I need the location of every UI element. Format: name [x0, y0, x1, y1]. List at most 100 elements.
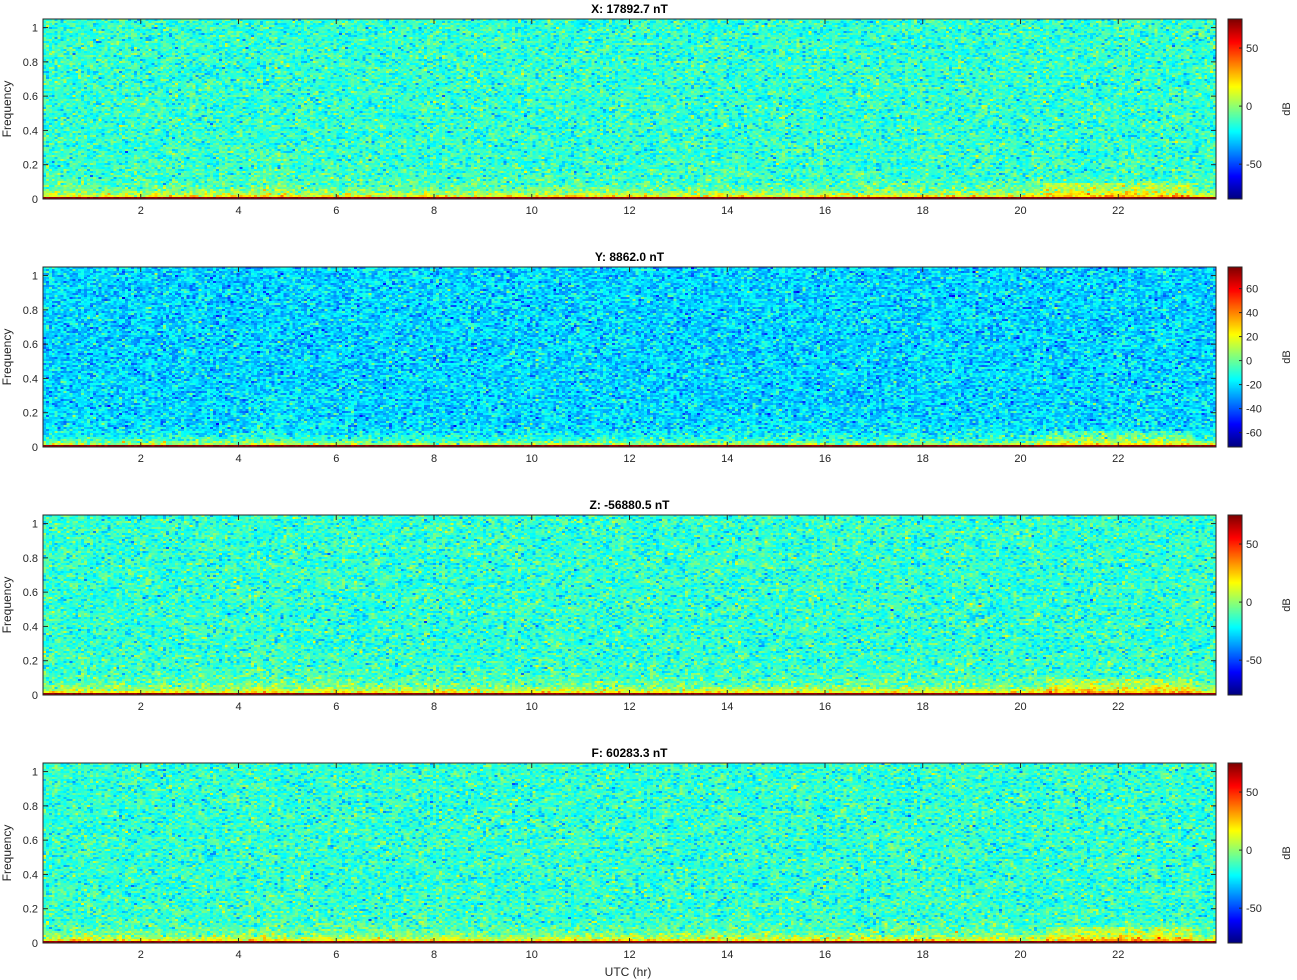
- x-tick-label: 4: [235, 453, 241, 465]
- x-tick-label: 8: [431, 205, 437, 217]
- y-tick-label: 1: [32, 519, 38, 531]
- colorbar-tick-label: -60: [1246, 428, 1262, 440]
- y-tick-label: 0.2: [23, 904, 38, 916]
- colorbar-label: dB: [1281, 598, 1293, 611]
- y-axis-label: Frequency: [0, 329, 14, 386]
- colorbar: [1228, 19, 1242, 199]
- y-axis-label: Frequency: [0, 577, 14, 634]
- y-tick-label: 0.6: [23, 91, 38, 103]
- y-tick-label: 0.4: [23, 869, 38, 881]
- colorbar-tick-label: 0: [1246, 845, 1252, 857]
- spectrogram-heatmap: [43, 515, 1216, 695]
- x-tick-label: 10: [526, 701, 538, 713]
- x-tick-label: 20: [1014, 453, 1026, 465]
- y-tick-label: 0.6: [23, 835, 38, 847]
- x-tick-label: 16: [819, 701, 831, 713]
- x-tick-label: 14: [721, 453, 733, 465]
- panel-title: F: 60283.3 nT: [591, 746, 668, 760]
- spectrogram-heatmap: [43, 267, 1216, 447]
- x-tick-label: 10: [526, 453, 538, 465]
- colorbar-label: dB: [1281, 350, 1293, 363]
- colorbar-tick-label: -40: [1246, 404, 1262, 416]
- colorbar-tick-label: 20: [1246, 332, 1258, 344]
- y-axis-label: Frequency: [0, 825, 14, 882]
- x-tick-label: 14: [721, 949, 733, 961]
- colorbar-tick-label: 50: [1246, 787, 1258, 799]
- colorbar-box: [1227, 762, 1243, 944]
- y-tick-label: 0.4: [23, 373, 38, 385]
- x-tick-label: 16: [819, 949, 831, 961]
- x-tick-label: 4: [235, 949, 241, 961]
- x-tick-label: 2: [138, 205, 144, 217]
- colorbar-tick-label: 50: [1246, 539, 1258, 551]
- colorbar-tick-label: -50: [1246, 655, 1262, 667]
- x-tick-label: 16: [819, 453, 831, 465]
- colorbar-tick-label: 50: [1246, 43, 1258, 55]
- colorbar-tick-label: 60: [1246, 284, 1258, 296]
- x-tick-label: 2: [138, 701, 144, 713]
- colorbar-tick-label: -20: [1246, 380, 1262, 392]
- x-tick-label: 10: [526, 949, 538, 961]
- y-tick-label: 1: [32, 767, 38, 779]
- panel-title: X: 17892.7 nT: [591, 2, 668, 16]
- x-tick-label: 6: [333, 949, 339, 961]
- x-tick-label: 14: [721, 205, 733, 217]
- y-tick-label: 0: [32, 938, 38, 950]
- x-tick-label: 6: [333, 453, 339, 465]
- y-tick-label: 0.8: [23, 553, 38, 565]
- x-tick-label: 8: [431, 701, 437, 713]
- x-tick-label: 4: [235, 701, 241, 713]
- x-tick-label: 18: [917, 701, 929, 713]
- colorbar-tick-label: 40: [1246, 308, 1258, 320]
- y-tick-label: 0: [32, 442, 38, 454]
- y-tick-label: 0.6: [23, 587, 38, 599]
- colorbar-tick-label: 0: [1246, 597, 1252, 609]
- y-tick-label: 0.4: [23, 125, 38, 137]
- spectrogram-heatmap: [43, 763, 1216, 943]
- x-tick-label: 6: [333, 205, 339, 217]
- x-tick-label: 12: [623, 453, 635, 465]
- x-tick-label: 14: [721, 701, 733, 713]
- x-tick-label: 16: [819, 205, 831, 217]
- colorbar-box: [1227, 514, 1243, 696]
- y-tick-label: 0: [32, 690, 38, 702]
- x-tick-label: 20: [1014, 701, 1026, 713]
- x-axis-label: UTC (hr): [605, 965, 652, 979]
- x-tick-label: 12: [623, 701, 635, 713]
- panel-title: Y: 8862.0 nT: [595, 250, 665, 264]
- x-tick-label: 18: [917, 453, 929, 465]
- y-axis-label: Frequency: [0, 81, 14, 138]
- spectrogram-panel: Z: -56880.5 nT2 4 6 8 10 12 14 16 18 20 2200.20.40…: [0, 498, 1293, 713]
- x-tick-label: 6: [333, 701, 339, 713]
- x-tick-label: 22: [1112, 205, 1124, 217]
- y-tick-label: 0.2: [23, 408, 38, 420]
- y-tick-label: 1: [32, 23, 38, 35]
- x-tick-label: 20: [1014, 949, 1026, 961]
- x-tick-label: 10: [526, 205, 538, 217]
- colorbar-tick-label: -50: [1246, 159, 1262, 171]
- colorbar: [1228, 515, 1242, 695]
- y-tick-label: 0.8: [23, 305, 38, 317]
- colorbar-tick-label: 0: [1246, 101, 1252, 113]
- colorbar-label: dB: [1281, 846, 1293, 859]
- x-tick-label: 12: [623, 949, 635, 961]
- x-tick-label: 4: [235, 205, 241, 217]
- spectrogram-heatmap: [43, 19, 1216, 199]
- y-tick-label: 0.2: [23, 656, 38, 668]
- colorbar-box: [1227, 18, 1243, 200]
- x-tick-label: 8: [431, 453, 437, 465]
- panel-title: Z: -56880.5 nT: [589, 498, 670, 512]
- x-tick-label: 2: [138, 453, 144, 465]
- x-tick-label: 18: [917, 949, 929, 961]
- x-tick-label: 18: [917, 205, 929, 217]
- x-tick-label: 22: [1112, 949, 1124, 961]
- colorbar-tick-label: -50: [1246, 903, 1262, 915]
- x-tick-label: 20: [1014, 205, 1026, 217]
- x-tick-label: 22: [1112, 453, 1124, 465]
- colorbar-tick-label: 0: [1246, 356, 1252, 368]
- x-tick-label: 12: [623, 205, 635, 217]
- y-tick-label: 0.2: [23, 160, 38, 172]
- spectrogram-panels: X: 17892.7 nT2 4 6 8 10 12 14 16 18 20 2200.20.40.…: [0, 2, 1293, 961]
- y-tick-label: 0.8: [23, 801, 38, 813]
- colorbar: [1228, 763, 1242, 943]
